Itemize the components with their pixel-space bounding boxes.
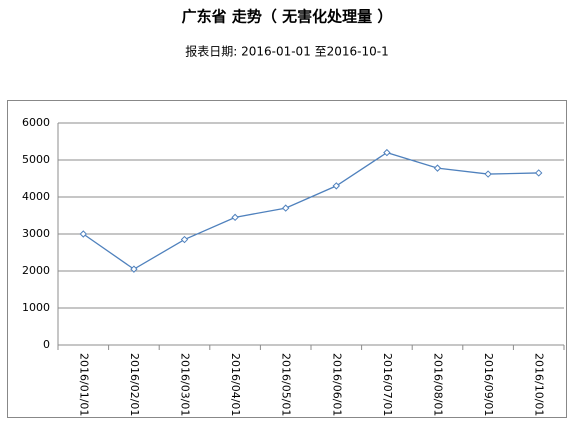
point	[231, 213, 239, 222]
point	[484, 170, 492, 178]
point	[180, 235, 189, 244]
x-tick-label: 2016/10/01	[533, 353, 546, 416]
y-tick-label: 2000	[22, 264, 50, 277]
x-tick-label: 2016/06/01	[330, 353, 343, 416]
point	[534, 169, 543, 177]
point	[332, 182, 341, 190]
point	[79, 230, 88, 238]
y-tick-label: 0	[43, 338, 50, 351]
chart-frame	[7, 100, 567, 418]
point	[383, 148, 391, 157]
x-tick-label: 2016/08/01	[432, 353, 445, 416]
x-tick-label: 2016/07/01	[381, 353, 394, 416]
x-tick-label: 2016/05/01	[280, 353, 293, 416]
line	[82, 151, 539, 270]
x-tick-label: 2016/04/01	[229, 353, 242, 416]
y-tick-label: 1000	[22, 301, 50, 314]
x-tick-label: 2016/02/01	[128, 353, 141, 416]
y-tick-label: 5000	[22, 153, 50, 166]
y-tick-label: 3000	[22, 227, 50, 240]
point	[433, 164, 442, 172]
chart-subtitle: 报表日期: 2016-01-01 至2016-10-1	[185, 44, 389, 59]
x-tick-label: 2016/03/01	[179, 353, 192, 416]
point	[281, 204, 290, 212]
x-tick-label: 2016/01/01	[77, 353, 90, 416]
y-tick-label: 6000	[22, 116, 50, 129]
chart-title: 广东省 走势（ 无害化处理量 ）	[182, 8, 393, 26]
point	[130, 265, 138, 273]
y-tick-label: 4000	[22, 190, 50, 203]
x-tick-label: 2016/09/01	[482, 353, 495, 416]
